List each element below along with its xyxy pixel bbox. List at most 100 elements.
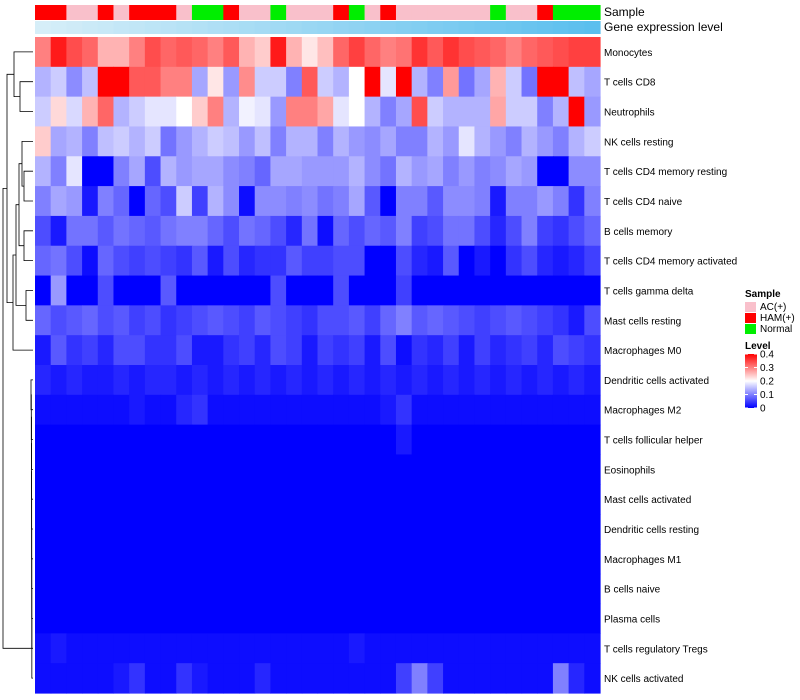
heatmap-cell: [35, 305, 52, 336]
heatmap-cell: [521, 603, 538, 634]
heatmap-cell: [333, 37, 350, 68]
heatmap-cell: [380, 335, 397, 366]
heatmap-cell: [286, 365, 303, 396]
heatmap-cell: [490, 126, 507, 157]
heatmap-cell: [129, 663, 146, 694]
heatmap-cell: [317, 454, 334, 485]
heatmap-cell: [474, 215, 491, 247]
heatmap-cell: [317, 603, 334, 634]
heatmap-cell: [552, 663, 570, 694]
heatmap-cell: [317, 156, 334, 187]
heatmap-cell: [191, 365, 209, 396]
heatmap-cell: [521, 245, 538, 277]
heatmap-cell: [176, 484, 193, 515]
heatmap-cell: [160, 484, 177, 515]
heatmap-cell: [443, 126, 460, 157]
row-label: NK cells resting: [604, 137, 673, 148]
heatmap-cell: [427, 305, 444, 336]
heatmap-cell: [474, 543, 491, 575]
heatmap-cell: [35, 633, 52, 664]
heatmap-cell: [317, 66, 334, 98]
heatmap-cell: [286, 275, 303, 306]
heatmap-cell: [129, 96, 146, 128]
heatmap-cell: [207, 96, 224, 128]
heatmap-cell: [191, 424, 209, 456]
heatmap-cell: [521, 335, 538, 366]
heatmap-cell: [537, 573, 554, 605]
heatmap-cell: [584, 454, 601, 485]
heatmap-cell: [35, 424, 52, 456]
heatmap-cell: [97, 66, 115, 98]
dendrogram-branch: [23, 230, 33, 261]
heatmap-cell: [411, 394, 428, 426]
sample-annotation-cell: [380, 5, 397, 20]
heatmap-cell: [301, 156, 319, 187]
heatmap-cell: [144, 96, 162, 128]
heatmap-cell: [113, 365, 130, 396]
heatmap-cell: [395, 37, 413, 68]
heatmap-cell: [568, 633, 585, 664]
heatmap-cell: [458, 633, 476, 664]
heatmap-cell: [537, 454, 554, 485]
heatmap-cell: [239, 126, 256, 157]
heatmap-cell: [144, 394, 162, 426]
heatmap-cell: [270, 186, 287, 217]
level-tick-label: 0.1: [760, 390, 774, 401]
heatmap-cell: [270, 305, 287, 336]
heatmap-cell: [552, 424, 570, 456]
heatmap-cell: [537, 365, 554, 396]
heatmap-cell: [129, 454, 146, 485]
sample-annotation-cell: [35, 5, 52, 20]
heatmap-cell: [129, 156, 146, 187]
heatmap-cell: [160, 424, 177, 456]
heatmap-cell: [568, 663, 585, 694]
heatmap-cell: [333, 156, 350, 187]
heatmap-cell: [490, 365, 507, 396]
heatmap-cell: [97, 424, 115, 456]
heatmap-cell: [411, 573, 428, 605]
heatmap-cell: [129, 305, 146, 336]
heatmap-cell: [474, 335, 491, 366]
heatmap-cell: [505, 126, 523, 157]
heatmap-cell: [395, 603, 413, 634]
heatmap-cell: [50, 156, 67, 187]
heatmap-cell: [568, 66, 585, 98]
heatmap-cell: [270, 126, 287, 157]
heatmap-cell: [239, 663, 256, 694]
heatmap-cell: [160, 454, 177, 485]
heatmap-cell: [191, 96, 209, 128]
level-tick-label: 0.4: [760, 350, 774, 361]
expression-annotation-cell: [348, 21, 366, 34]
heatmap-cell: [380, 514, 397, 545]
heatmap-cell: [97, 454, 115, 485]
heatmap-cell: [458, 394, 476, 426]
heatmap-cell: [129, 126, 146, 157]
row-label: T cells gamma delta: [604, 286, 694, 297]
heatmap-cell: [239, 66, 256, 98]
heatmap-cell: [144, 663, 162, 694]
heatmap-cell: [223, 633, 240, 664]
heatmap-cell: [490, 96, 507, 128]
heatmap-cell: [270, 66, 287, 98]
heatmap-cell: [286, 186, 303, 217]
heatmap-cell: [191, 215, 209, 247]
heatmap-cell: [270, 365, 287, 396]
heatmap-cell: [521, 663, 538, 694]
heatmap-cell: [35, 573, 52, 605]
heatmap-cell: [223, 126, 240, 157]
heatmap-cell: [537, 543, 554, 575]
sample-legend-title: Sample: [745, 289, 781, 300]
heatmap-cell: [443, 96, 460, 128]
dendrogram-branch: [23, 170, 33, 202]
heatmap-cell: [66, 514, 83, 545]
heatmap-cell: [270, 514, 287, 545]
heatmap-cell: [301, 603, 319, 634]
heatmap-cell: [427, 126, 444, 157]
heatmap-cell: [223, 603, 240, 634]
heatmap-cell: [364, 335, 381, 366]
heatmap-cell: [568, 275, 585, 306]
heatmap-cell: [176, 335, 193, 366]
heatmap-cell: [113, 215, 130, 247]
heatmap-cell: [191, 573, 209, 605]
heatmap-cell: [348, 454, 366, 485]
